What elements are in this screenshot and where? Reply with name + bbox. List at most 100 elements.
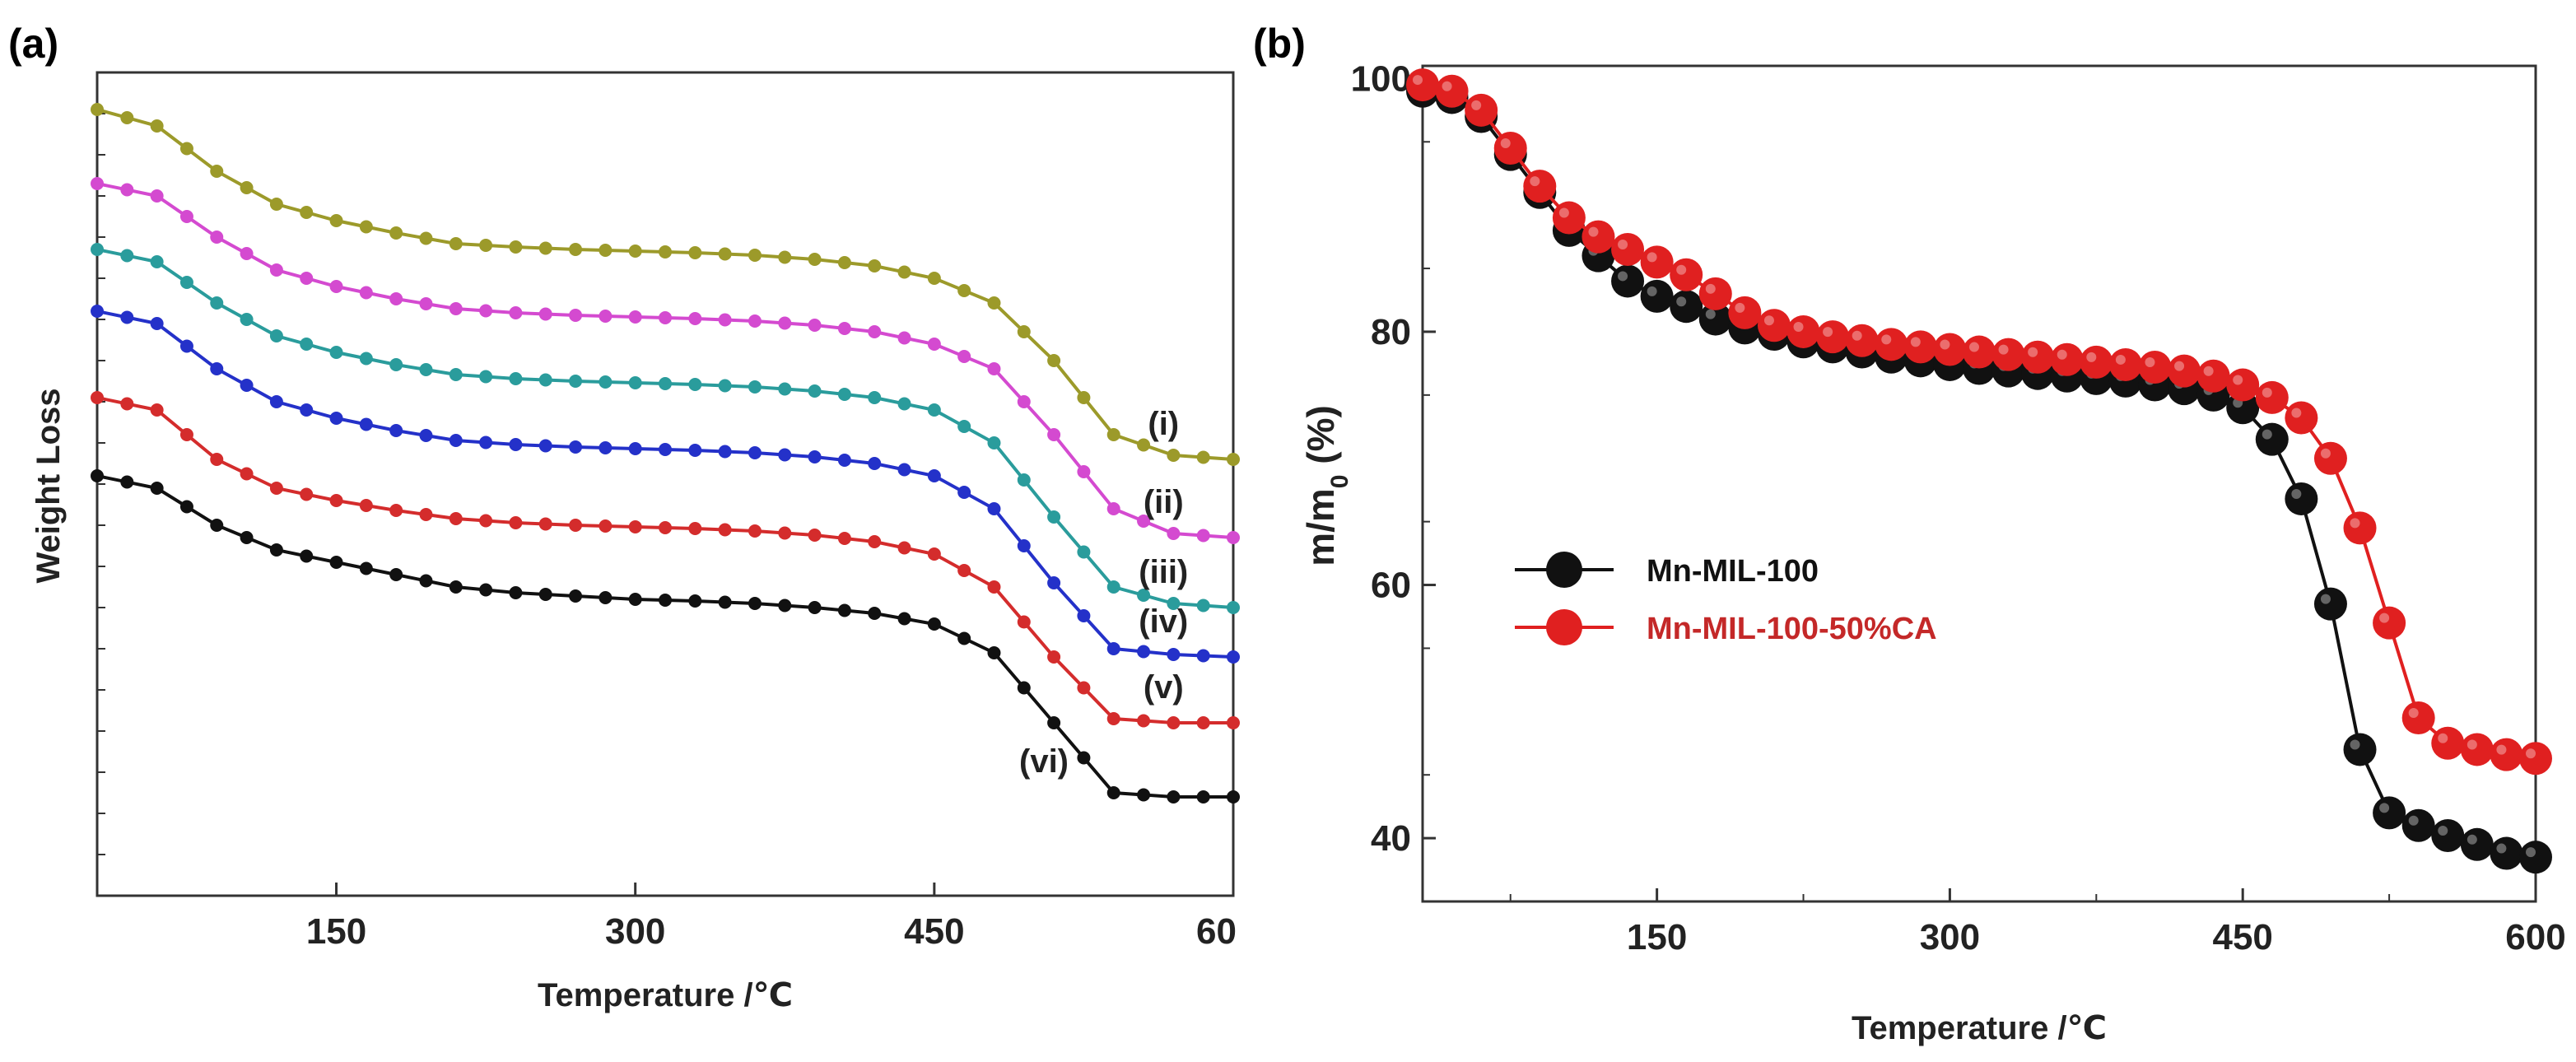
series-point-i bbox=[957, 284, 971, 297]
series-point-highlight bbox=[1618, 239, 1628, 249]
legend-marker-mn-mil-100 bbox=[1546, 552, 1582, 588]
series-point-i bbox=[778, 250, 792, 264]
series-point-i bbox=[538, 241, 552, 255]
series-point-mn-mil-100-50-ca bbox=[2226, 368, 2260, 402]
series-point-mn-mil-100-50-ca bbox=[1406, 68, 1439, 102]
series-point-iv bbox=[868, 457, 882, 470]
series-point-ii bbox=[1017, 395, 1031, 408]
series-point-iv bbox=[628, 442, 642, 455]
series-point-vi bbox=[628, 593, 642, 606]
series-point-v bbox=[1047, 650, 1061, 664]
series-point-ii bbox=[837, 322, 851, 335]
series-point-v bbox=[957, 564, 971, 577]
series-point-ii bbox=[300, 272, 314, 285]
series-point-ii bbox=[987, 362, 1001, 375]
series-point-v bbox=[538, 517, 552, 531]
panel-b-plot-frame bbox=[1421, 64, 2537, 903]
series-point-vi bbox=[389, 568, 403, 581]
series-point-iv bbox=[569, 440, 583, 454]
series-point-i bbox=[1077, 391, 1091, 404]
series-point-v bbox=[868, 535, 882, 548]
series-point-mn-mil-100-50-ca bbox=[1435, 74, 1469, 108]
series-point-highlight bbox=[2526, 847, 2536, 858]
series-point-highlight bbox=[2233, 375, 2243, 385]
series-point-ii bbox=[1227, 531, 1240, 544]
x-tick-label-450: 450 bbox=[904, 911, 964, 952]
series-point-mn-mil-100-50-ca bbox=[2373, 606, 2406, 640]
series-point-mn-mil-100 bbox=[2285, 482, 2318, 515]
series-point-vi bbox=[91, 469, 104, 482]
series-point-ii bbox=[329, 280, 343, 293]
series-point-highlight bbox=[2496, 843, 2507, 854]
series-point-highlight bbox=[1705, 283, 1716, 294]
series-point-iii bbox=[718, 379, 732, 393]
series-point-iii bbox=[210, 296, 224, 310]
series-point-i bbox=[479, 239, 493, 252]
series-point-ii bbox=[509, 306, 523, 319]
series-point-v bbox=[449, 512, 463, 525]
series-label-iii: (iii) bbox=[1139, 554, 1188, 590]
series-point-highlight bbox=[2086, 352, 2097, 362]
series-point-iii bbox=[240, 313, 254, 326]
series-point-vi bbox=[868, 607, 882, 620]
series-point-highlight bbox=[1413, 75, 1423, 86]
series-point-iv bbox=[1017, 539, 1031, 552]
series-point-mn-mil-100-50-ca bbox=[1581, 220, 1615, 254]
series-point-v bbox=[748, 524, 762, 538]
panel-a-label: (a) bbox=[8, 21, 58, 67]
series-point-iv bbox=[359, 417, 373, 431]
series-point-iii bbox=[688, 378, 702, 391]
series-point-i bbox=[300, 206, 314, 219]
series-point-iv bbox=[120, 310, 134, 324]
series-point-vi bbox=[359, 561, 373, 575]
series-point-vi bbox=[599, 591, 613, 604]
series-point-v bbox=[987, 580, 1001, 594]
series-point-ii bbox=[659, 311, 672, 324]
y-tick-label-40: 40 bbox=[1371, 818, 1411, 859]
series-point-mn-mil-100 bbox=[1611, 264, 1645, 298]
series-point-v bbox=[300, 487, 314, 501]
series-point-iv bbox=[718, 445, 732, 459]
series-label-ii: (ii) bbox=[1144, 484, 1184, 520]
series-point-highlight bbox=[2057, 349, 2067, 360]
panel-b-y-axis-title-main: m/m bbox=[1299, 488, 1342, 566]
series-point-ii bbox=[1077, 465, 1091, 478]
series-point-iii bbox=[509, 372, 523, 385]
series-point-highlight bbox=[1647, 286, 1657, 296]
series-point-i bbox=[718, 247, 732, 261]
series-point-highlight bbox=[2408, 708, 2419, 719]
series-point-iv bbox=[300, 403, 314, 417]
series-point-iv bbox=[897, 463, 911, 477]
series-point-ii bbox=[269, 263, 283, 277]
series-point-iii bbox=[1137, 589, 1151, 602]
series-point-highlight bbox=[1471, 100, 1482, 110]
series-point-highlight bbox=[1530, 176, 1540, 187]
series-point-highlight bbox=[2320, 448, 2331, 459]
series-point-i bbox=[1106, 428, 1120, 441]
series-point-ii bbox=[569, 309, 583, 322]
series-label-i: (i) bbox=[1148, 406, 1179, 442]
series-point-mn-mil-100 bbox=[2460, 827, 2494, 861]
panel-b-y-axis-title-sub: 0 bbox=[1326, 475, 1353, 489]
series-point-highlight bbox=[1969, 342, 1979, 352]
series-point-mn-mil-100-50-ca bbox=[2080, 345, 2113, 379]
series-point-iii bbox=[987, 436, 1001, 449]
series-point-i bbox=[120, 111, 134, 124]
series-point-mn-mil-100-50-ca bbox=[2108, 347, 2142, 381]
series-point-i bbox=[927, 272, 941, 285]
panel-b-label: (b) bbox=[1253, 21, 1306, 67]
series-point-v bbox=[419, 508, 433, 521]
x-tick-label-300: 300 bbox=[605, 911, 665, 952]
series-point-ii bbox=[927, 338, 941, 351]
series-point-mn-mil-100-50-ca bbox=[1493, 131, 1527, 165]
series-point-iii bbox=[748, 380, 762, 394]
series-point-ii bbox=[479, 304, 493, 318]
series-point-vi bbox=[897, 612, 911, 626]
y-tick-label-60: 60 bbox=[1371, 566, 1411, 606]
panel-b-x-axis-title: Temperature /℃ bbox=[1852, 1010, 2107, 1046]
series-point-mn-mil-100-50-ca bbox=[1670, 258, 1703, 291]
series-point-mn-mil-100-50-ca bbox=[2490, 738, 2523, 771]
series-point-i bbox=[1167, 449, 1181, 462]
series-point-mn-mil-100-50-ca bbox=[2431, 726, 2465, 760]
series-point-i bbox=[628, 245, 642, 258]
